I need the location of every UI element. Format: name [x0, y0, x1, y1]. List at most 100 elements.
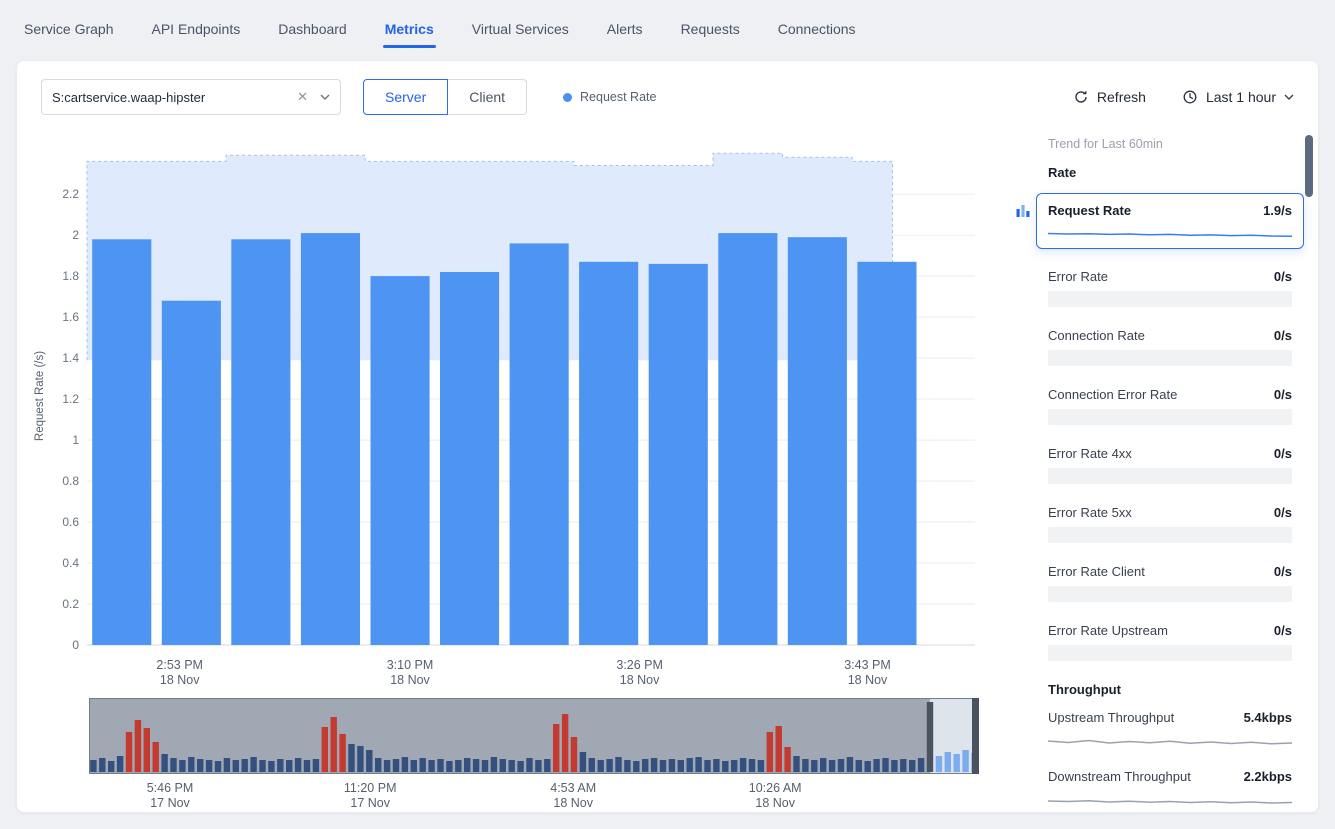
trend-item-label: Connection Error Rate [1048, 387, 1178, 402]
sparkline [1048, 791, 1292, 807]
trend-item-value: 0/s [1273, 564, 1292, 579]
trend-item-connection-rate[interactable]: Connection Rate 0/s [1048, 328, 1292, 366]
tab-alerts[interactable]: Alerts [606, 21, 643, 37]
clock-icon [1183, 90, 1197, 104]
svg-text:3:26 PM: 3:26 PM [616, 658, 663, 672]
sparkline [1048, 225, 1292, 241]
tab-service-graph[interactable]: Service Graph [24, 21, 114, 37]
trend-item-error-rate-5xx[interactable]: Error Rate 5xx 0/s [1048, 505, 1292, 543]
trend-item-value: 0/s [1273, 505, 1292, 520]
trend-item-value: 2.2kbps [1243, 769, 1292, 784]
time-range-label: Last 1 hour [1205, 89, 1276, 105]
svg-text:18 Nov: 18 Nov [755, 796, 795, 810]
trend-item-error-rate[interactable]: Error Rate 0/s [1048, 269, 1292, 307]
trend-item-label: Error Rate 4xx [1048, 446, 1132, 461]
service-select-value: S:cartservice.waap-hipster [52, 89, 206, 105]
content-row: 0 0.2 0.4 0.6 0.8 1 1.2 1.4 1.6 1.8 2 2.2 2:53 PM 18 … [17, 127, 1318, 813]
refresh-icon [1075, 90, 1087, 103]
time-range-select[interactable]: Last 1 hour [1182, 89, 1294, 105]
trend-item-connection-error-rate[interactable]: Connection Error Rate 0/s [1048, 387, 1292, 425]
svg-text:1.6: 1.6 [62, 310, 79, 324]
svg-text:17 Nov: 17 Nov [150, 796, 190, 810]
svg-text:18 Nov: 18 Nov [390, 673, 430, 687]
sparkline-empty [1048, 409, 1292, 425]
tab-dashboard[interactable]: Dashboard [278, 21, 347, 37]
svg-text:11:20 PM: 11:20 PM [344, 781, 397, 795]
refresh-button[interactable]: Refresh [1073, 89, 1146, 105]
trend-item-error-rate-upstream[interactable]: Error Rate Upstream 0/s [1048, 623, 1292, 661]
svg-text:1: 1 [72, 433, 79, 447]
trend-item-value: 0/s [1273, 269, 1292, 284]
trend-item-value: 0/s [1273, 328, 1292, 343]
svg-text:Request Rate (/s): Request Rate (/s) [34, 351, 46, 441]
service-select[interactable]: S:cartservice.waap-hipster ✕ [41, 79, 341, 115]
svg-text:18 Nov: 18 Nov [620, 673, 660, 687]
chart-area: 0 0.2 0.4 0.6 0.8 1 1.2 1.4 1.6 1.8 2 2.2 2:53 PM 18 … [17, 127, 1000, 812]
trend-item-label: Error Rate 5xx [1048, 505, 1132, 520]
trend-item-label: Error Rate Upstream [1048, 623, 1168, 638]
nav-tabs: Service Graph API Endpoints Dashboard Metri… [22, 0, 858, 58]
svg-text:18 Nov: 18 Nov [553, 796, 593, 810]
svg-text:1.2: 1.2 [62, 392, 79, 406]
trend-item-value: 0/s [1273, 623, 1292, 638]
tab-api-endpoints[interactable]: API Endpoints [151, 21, 241, 37]
timeline-brush[interactable]: 5:46 PM 17 Nov 11:20 PM 17 Nov 4:53 AM 18 Nov… [89, 698, 1000, 812]
toolbar-right: Refresh Last 1 hour [1073, 89, 1294, 105]
svg-text:1.8: 1.8 [62, 269, 79, 283]
trend-sidebar: Trend for Last 60min Rate Request Rate 1.9… [1000, 127, 1318, 813]
legend-label: Request Rate [580, 90, 657, 104]
brush-handle-right [972, 698, 979, 774]
svg-text:0.6: 0.6 [62, 515, 79, 529]
trend-item-value: 0/s [1273, 387, 1292, 402]
trend-item-value: 0/s [1273, 446, 1292, 461]
clear-icon[interactable]: ✕ [297, 89, 308, 104]
section-title-rate: Rate [1048, 165, 1077, 180]
svg-text:3:10 PM: 3:10 PM [387, 658, 434, 672]
server-client-toggle: Server Client [363, 79, 528, 115]
top-nav: Service Graph API Endpoints Dashboard Metri… [0, 0, 1335, 58]
section-title-throughput: Throughput [1048, 682, 1121, 697]
legend-dot-icon [563, 92, 573, 102]
sparkline-empty [1048, 645, 1292, 661]
svg-text:0: 0 [72, 638, 79, 652]
trend-item-label: Connection Rate [1048, 328, 1145, 343]
trend-title: Trend for Last 60min [1048, 137, 1163, 151]
scrollbar-thumb[interactable] [1305, 135, 1313, 197]
request-rate-chart[interactable]: 0 0.2 0.4 0.6 0.8 1 1.2 1.4 1.6 1.8 2 2.2 2:53 PM 18 … [29, 131, 1000, 698]
metrics-card: S:cartservice.waap-hipster ✕ Server Clien… [16, 60, 1319, 813]
svg-text:3:43 PM: 3:43 PM [844, 658, 891, 672]
tab-metrics[interactable]: Metrics [382, 0, 436, 58]
trend-item-downstream-throughput[interactable]: Downstream Throughput 2.2kbps [1048, 769, 1292, 807]
svg-text:0.4: 0.4 [62, 556, 79, 570]
svg-text:10:26 AM: 10:26 AM [749, 781, 802, 795]
trend-item-error-rate-4xx[interactable]: Error Rate 4xx 0/s [1048, 446, 1292, 484]
tab-connections[interactable]: Connections [777, 21, 856, 37]
tab-virtual-services[interactable]: Virtual Services [471, 21, 569, 37]
sparkline-empty [1048, 586, 1292, 602]
sparkline [1048, 732, 1292, 748]
svg-text:18 Nov: 18 Nov [848, 673, 888, 687]
svg-text:0.2: 0.2 [62, 597, 79, 611]
svg-text:2: 2 [72, 228, 79, 242]
server-mode-button[interactable]: Server [363, 79, 449, 115]
svg-text:5:46 PM: 5:46 PM [147, 781, 194, 795]
svg-text:18 Nov: 18 Nov [160, 673, 200, 687]
svg-text:1.4: 1.4 [62, 351, 79, 365]
svg-text:2:53 PM: 2:53 PM [156, 658, 203, 672]
sparkline-empty [1048, 350, 1292, 366]
trend-item-request-rate[interactable]: Request Rate 1.9/s [1016, 193, 1304, 249]
trend-item-upstream-throughput[interactable]: Upstream Throughput 5.4kbps [1048, 710, 1292, 748]
svg-text:2.2: 2.2 [62, 187, 79, 201]
chevron-down-icon [320, 94, 330, 100]
bar-chart-icon [1016, 205, 1030, 217]
trend-item-value: 1.9/s [1263, 203, 1292, 218]
legend-request-rate: Request Rate [563, 90, 656, 104]
sparkline-empty [1048, 291, 1292, 307]
tab-requests[interactable]: Requests [680, 21, 740, 37]
trend-item-error-rate-client[interactable]: Error Rate Client 0/s [1048, 564, 1292, 602]
request-rate-bar-chart[interactable]: 00.20.40.60.811.21.41.61.822.22:53 PM18 … [29, 131, 987, 693]
client-mode-button[interactable]: Client [448, 79, 528, 115]
svg-text:4:53 AM: 4:53 AM [550, 781, 596, 795]
toolbar: S:cartservice.waap-hipster ✕ Server Clien… [17, 61, 1318, 127]
